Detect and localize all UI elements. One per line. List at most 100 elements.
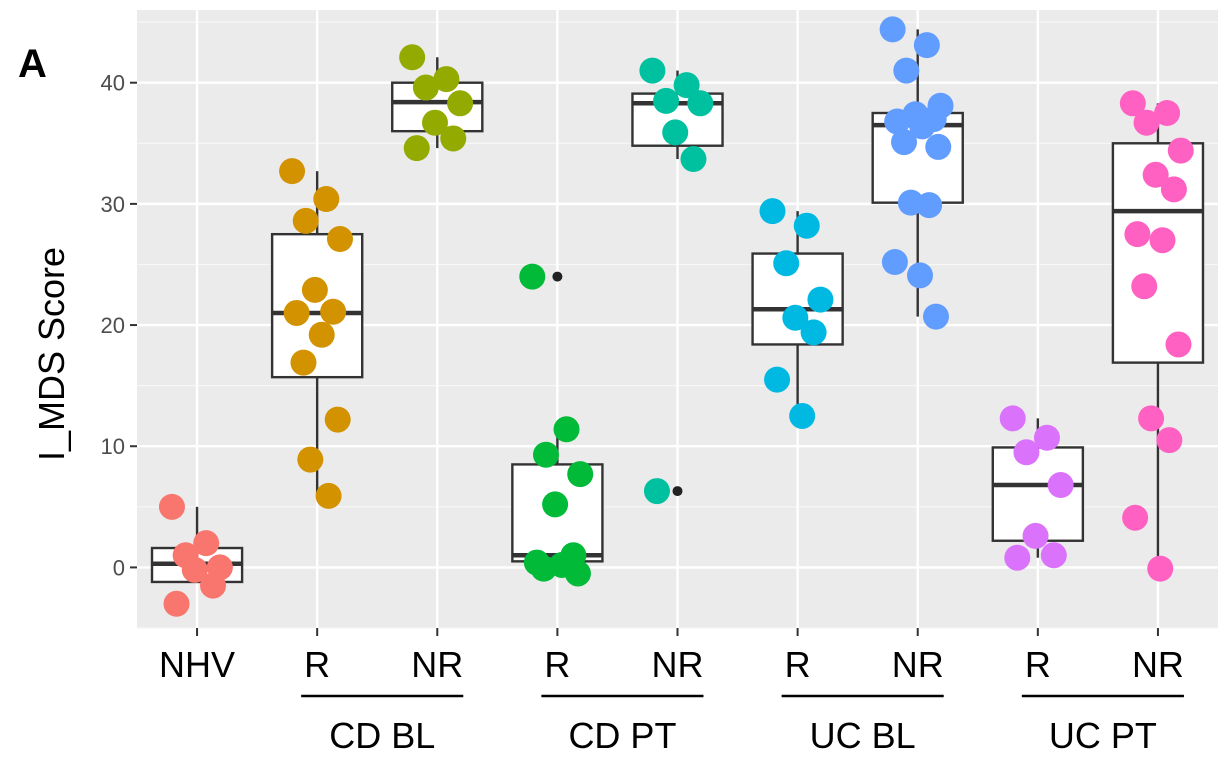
data-point — [433, 66, 460, 93]
data-point — [313, 186, 340, 213]
data-point — [1004, 544, 1031, 571]
box — [1111, 142, 1205, 364]
x-tick-label: R — [304, 644, 330, 685]
data-point — [297, 446, 324, 473]
box-group — [511, 263, 604, 587]
y-tick-label: 30 — [101, 192, 125, 217]
data-point — [315, 482, 342, 509]
data-point — [881, 249, 908, 276]
data-point — [1167, 137, 1194, 164]
data-point — [891, 129, 918, 156]
data-point — [163, 590, 190, 617]
data-point — [567, 461, 594, 488]
data-point — [1156, 427, 1183, 454]
data-point — [909, 113, 936, 140]
data-point — [181, 556, 208, 583]
box-group — [150, 493, 244, 617]
box-group — [270, 158, 364, 509]
x-tick-label: NR — [652, 644, 704, 685]
data-point — [1013, 439, 1040, 466]
group-label: UC PT — [1049, 715, 1157, 756]
data-point — [519, 263, 546, 290]
outlier-point — [672, 486, 683, 497]
data-point — [1022, 522, 1049, 549]
data-point — [421, 109, 448, 136]
x-tick-label: R — [785, 644, 811, 685]
data-point — [879, 16, 906, 43]
outlier-point — [552, 271, 563, 282]
group-label: CD PT — [568, 715, 676, 756]
data-point — [800, 319, 827, 346]
panel-label: A — [18, 42, 47, 86]
box-group — [631, 57, 724, 505]
y-tick-label: 10 — [101, 434, 125, 459]
data-point — [1040, 542, 1067, 569]
data-point — [807, 286, 834, 313]
data-point — [1154, 100, 1181, 126]
data-point — [324, 406, 351, 433]
data-point — [530, 555, 557, 582]
data-point — [1142, 161, 1169, 188]
data-point — [1160, 176, 1187, 203]
y-axis-label: I_MDS Score — [31, 246, 72, 462]
data-point — [1124, 221, 1151, 248]
group-label: UC BL — [810, 715, 916, 756]
x-tick-label: NR — [1132, 644, 1184, 685]
data-point — [301, 276, 328, 303]
data-point — [759, 198, 786, 225]
data-point — [412, 74, 439, 101]
box-group — [751, 198, 844, 429]
data-point — [913, 32, 940, 59]
data-point — [893, 57, 920, 84]
data-point — [643, 478, 670, 505]
box-group — [391, 44, 484, 162]
data-point — [1149, 227, 1176, 254]
data-point — [925, 133, 952, 160]
x-tick-label: NR — [892, 644, 944, 685]
data-point — [279, 158, 306, 185]
data-point — [447, 90, 474, 117]
data-point — [764, 366, 791, 393]
box-group — [1111, 90, 1205, 582]
data-point — [687, 90, 714, 117]
data-point — [553, 416, 580, 443]
data-point — [564, 560, 591, 587]
data-point — [532, 441, 559, 468]
data-point — [793, 212, 820, 239]
data-point — [789, 402, 816, 429]
data-point — [1147, 555, 1174, 582]
data-point — [1122, 504, 1149, 531]
data-point — [290, 349, 317, 376]
data-point — [1119, 90, 1146, 117]
group-label: CD BL — [329, 715, 435, 756]
data-point — [320, 298, 347, 325]
data-point — [884, 108, 911, 135]
box-group — [991, 405, 1085, 571]
data-point — [200, 572, 227, 599]
data-point — [1138, 405, 1165, 432]
data-point — [399, 44, 426, 71]
data-point — [639, 57, 666, 84]
data-point — [773, 250, 800, 277]
y-tick-label: 0 — [113, 555, 125, 580]
data-point — [922, 303, 949, 330]
x-tick-label: R — [544, 644, 570, 685]
data-point — [403, 135, 430, 162]
x-tick-label: R — [1025, 644, 1051, 685]
data-point — [440, 125, 467, 152]
data-point — [158, 493, 185, 520]
data-point — [308, 321, 335, 348]
x-tick-label: NR — [411, 644, 463, 685]
data-point — [1047, 472, 1074, 499]
data-point — [193, 530, 220, 557]
data-point — [326, 226, 353, 253]
data-point — [1165, 331, 1192, 358]
x-tick-label: NHV — [159, 644, 235, 685]
data-point — [283, 299, 310, 326]
data-point — [916, 192, 943, 219]
data-point — [1033, 424, 1060, 451]
data-point — [542, 491, 569, 518]
data-point — [999, 405, 1026, 432]
data-point — [680, 146, 707, 173]
